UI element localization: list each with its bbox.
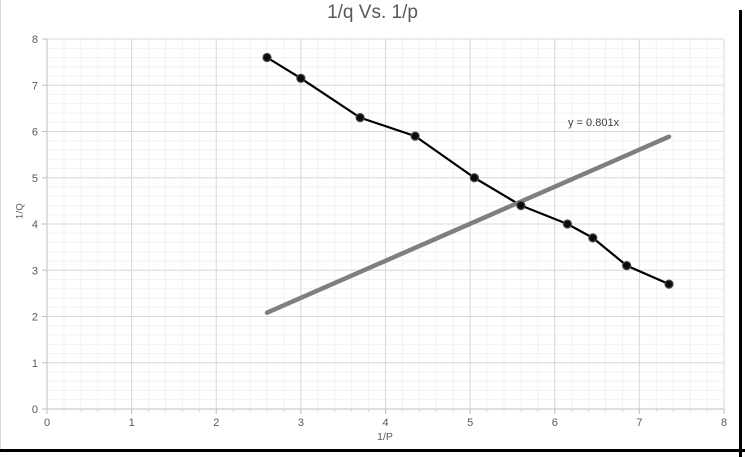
data-series-line[interactable] <box>266 56 670 286</box>
chart-border-bottom <box>0 449 745 452</box>
x-tick-label: 5 <box>467 417 473 429</box>
y-tick-label: 0 <box>32 404 38 416</box>
x-tick-label: 2 <box>213 417 219 429</box>
chart-border-left <box>0 0 1 452</box>
x-tick-label: 0 <box>44 417 50 429</box>
y-axis-title: 1/Q <box>14 202 26 220</box>
data-point-marker[interactable] <box>562 219 573 229</box>
data-point-marker[interactable] <box>664 279 674 289</box>
chart-border-right <box>739 10 742 457</box>
y-tick-label: 2 <box>32 312 38 324</box>
data-point-marker[interactable] <box>410 131 420 141</box>
y-tick-label: 7 <box>32 80 38 92</box>
x-tick-label: 6 <box>552 417 558 429</box>
x-axis-title: 1/P <box>377 431 393 443</box>
trendline[interactable] <box>264 134 672 315</box>
data-point-marker[interactable] <box>469 173 479 183</box>
data-point-marker[interactable] <box>516 200 526 211</box>
y-tick-label: 1 <box>32 358 38 370</box>
y-tick-label: 8 <box>32 34 38 46</box>
x-tick-label: 1 <box>129 417 135 429</box>
data-point-marker[interactable] <box>296 73 306 83</box>
y-tick-label: 3 <box>32 265 38 277</box>
x-tick-label: 7 <box>636 417 642 429</box>
x-tick-label: 3 <box>298 417 304 429</box>
data-point-marker[interactable] <box>262 52 272 63</box>
y-tick-label: 5 <box>32 173 38 185</box>
data-point-marker[interactable] <box>355 113 365 123</box>
chart-title: 1/q Vs. 1/p <box>327 2 418 23</box>
data-point-marker[interactable] <box>588 233 598 243</box>
y-tick-label: 4 <box>32 219 38 231</box>
trendline-equation-label: y = 0.801x <box>568 117 620 129</box>
x-tick-label: 8 <box>721 417 727 429</box>
x-tick-label: 4 <box>382 417 388 429</box>
data-point-marker[interactable] <box>622 261 632 271</box>
y-tick-label: 6 <box>32 127 38 139</box>
